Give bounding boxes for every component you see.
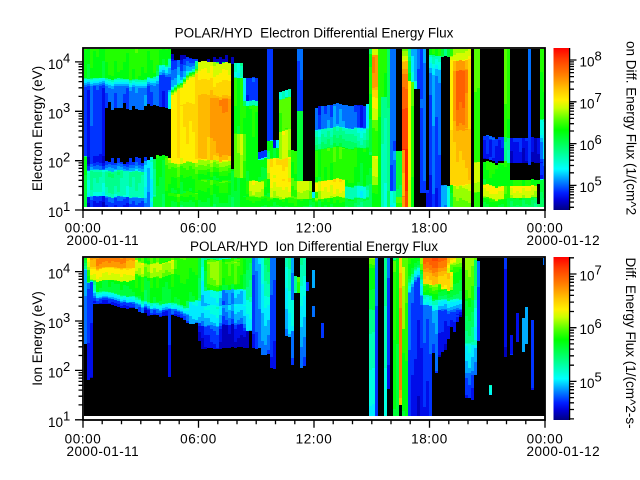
svg-text:108: 108: [580, 48, 602, 69]
svg-text:00:00: 00:00: [527, 432, 564, 447]
svg-text:Diff. Energy Flux (1/(cm^2-s-: Diff. Energy Flux (1/(cm^2-s-: [623, 258, 638, 429]
svg-text:00:00: 00:00: [65, 220, 102, 235]
svg-text:12:00: 12:00: [296, 220, 333, 235]
svg-text:103: 103: [48, 100, 70, 121]
svg-text:POLAR/HYD Electron Differenti: POLAR/HYD Electron Differential Energy F…: [175, 26, 454, 41]
svg-text:104: 104: [48, 260, 70, 281]
svg-text:102: 102: [48, 150, 70, 171]
svg-text:06:00: 06:00: [180, 432, 217, 447]
svg-text:2000-01-12: 2000-01-12: [527, 233, 601, 248]
svg-text:00:00: 00:00: [65, 432, 102, 447]
svg-text:Ion Energy (eV): Ion Energy (eV): [30, 291, 45, 386]
svg-text:105: 105: [580, 370, 602, 391]
svg-text:101: 101: [48, 199, 70, 220]
svg-text:103: 103: [48, 310, 70, 331]
svg-text:06:00: 06:00: [180, 220, 217, 235]
svg-text:2000-01-11: 2000-01-11: [67, 444, 140, 459]
svg-text:Electron Energy (eV): Electron Energy (eV): [30, 66, 45, 191]
svg-text:101: 101: [48, 409, 70, 430]
svg-text:106: 106: [580, 316, 602, 337]
svg-text:on Diff. Energy Flux (1/(cm^2: on Diff. Energy Flux (1/(cm^2: [624, 41, 639, 215]
svg-text:18:00: 18:00: [411, 432, 448, 447]
svg-text:12:00: 12:00: [296, 432, 333, 447]
svg-text:104: 104: [48, 51, 70, 72]
svg-text:106: 106: [580, 132, 602, 153]
svg-text:2000-01-11: 2000-01-11: [67, 233, 140, 248]
svg-text:18:00: 18:00: [411, 220, 448, 235]
svg-text:105: 105: [580, 174, 602, 195]
svg-text:00:00: 00:00: [527, 220, 564, 235]
svg-text:POLAR/HYD Ion Differential En: POLAR/HYD Ion Differential Energy Flux: [190, 239, 438, 254]
svg-text:102: 102: [48, 359, 70, 380]
svg-text:2000-01-12: 2000-01-12: [527, 444, 601, 459]
svg-text:107: 107: [580, 90, 602, 111]
svg-text:107: 107: [580, 262, 602, 283]
